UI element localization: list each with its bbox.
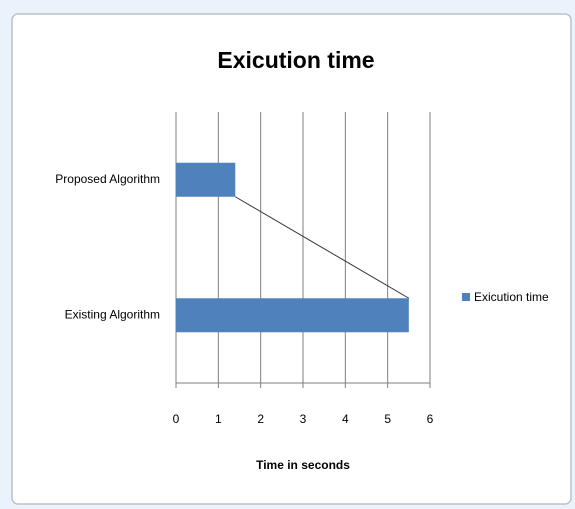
x-axis-label: Time in seconds (256, 458, 350, 472)
bar (176, 298, 409, 333)
series-line (235, 196, 410, 299)
legend-swatch (462, 293, 470, 301)
bar (176, 162, 236, 197)
y-tick-label: Existing Algorithm (65, 307, 160, 321)
x-tick-label: 2 (257, 412, 264, 426)
x-tick-label: 5 (384, 412, 391, 426)
chart-panel (11, 13, 572, 505)
x-tick-label: 0 (173, 412, 180, 426)
x-tick-label: 4 (342, 412, 349, 426)
x-tick-label: 1 (215, 412, 222, 426)
x-tick-label: 6 (427, 412, 434, 426)
y-tick-label: Proposed Algorithm (55, 172, 160, 186)
chart-title: Exicution time (217, 47, 374, 73)
x-tick-label: 3 (300, 412, 307, 426)
legend-label: Exicution time (474, 290, 549, 304)
